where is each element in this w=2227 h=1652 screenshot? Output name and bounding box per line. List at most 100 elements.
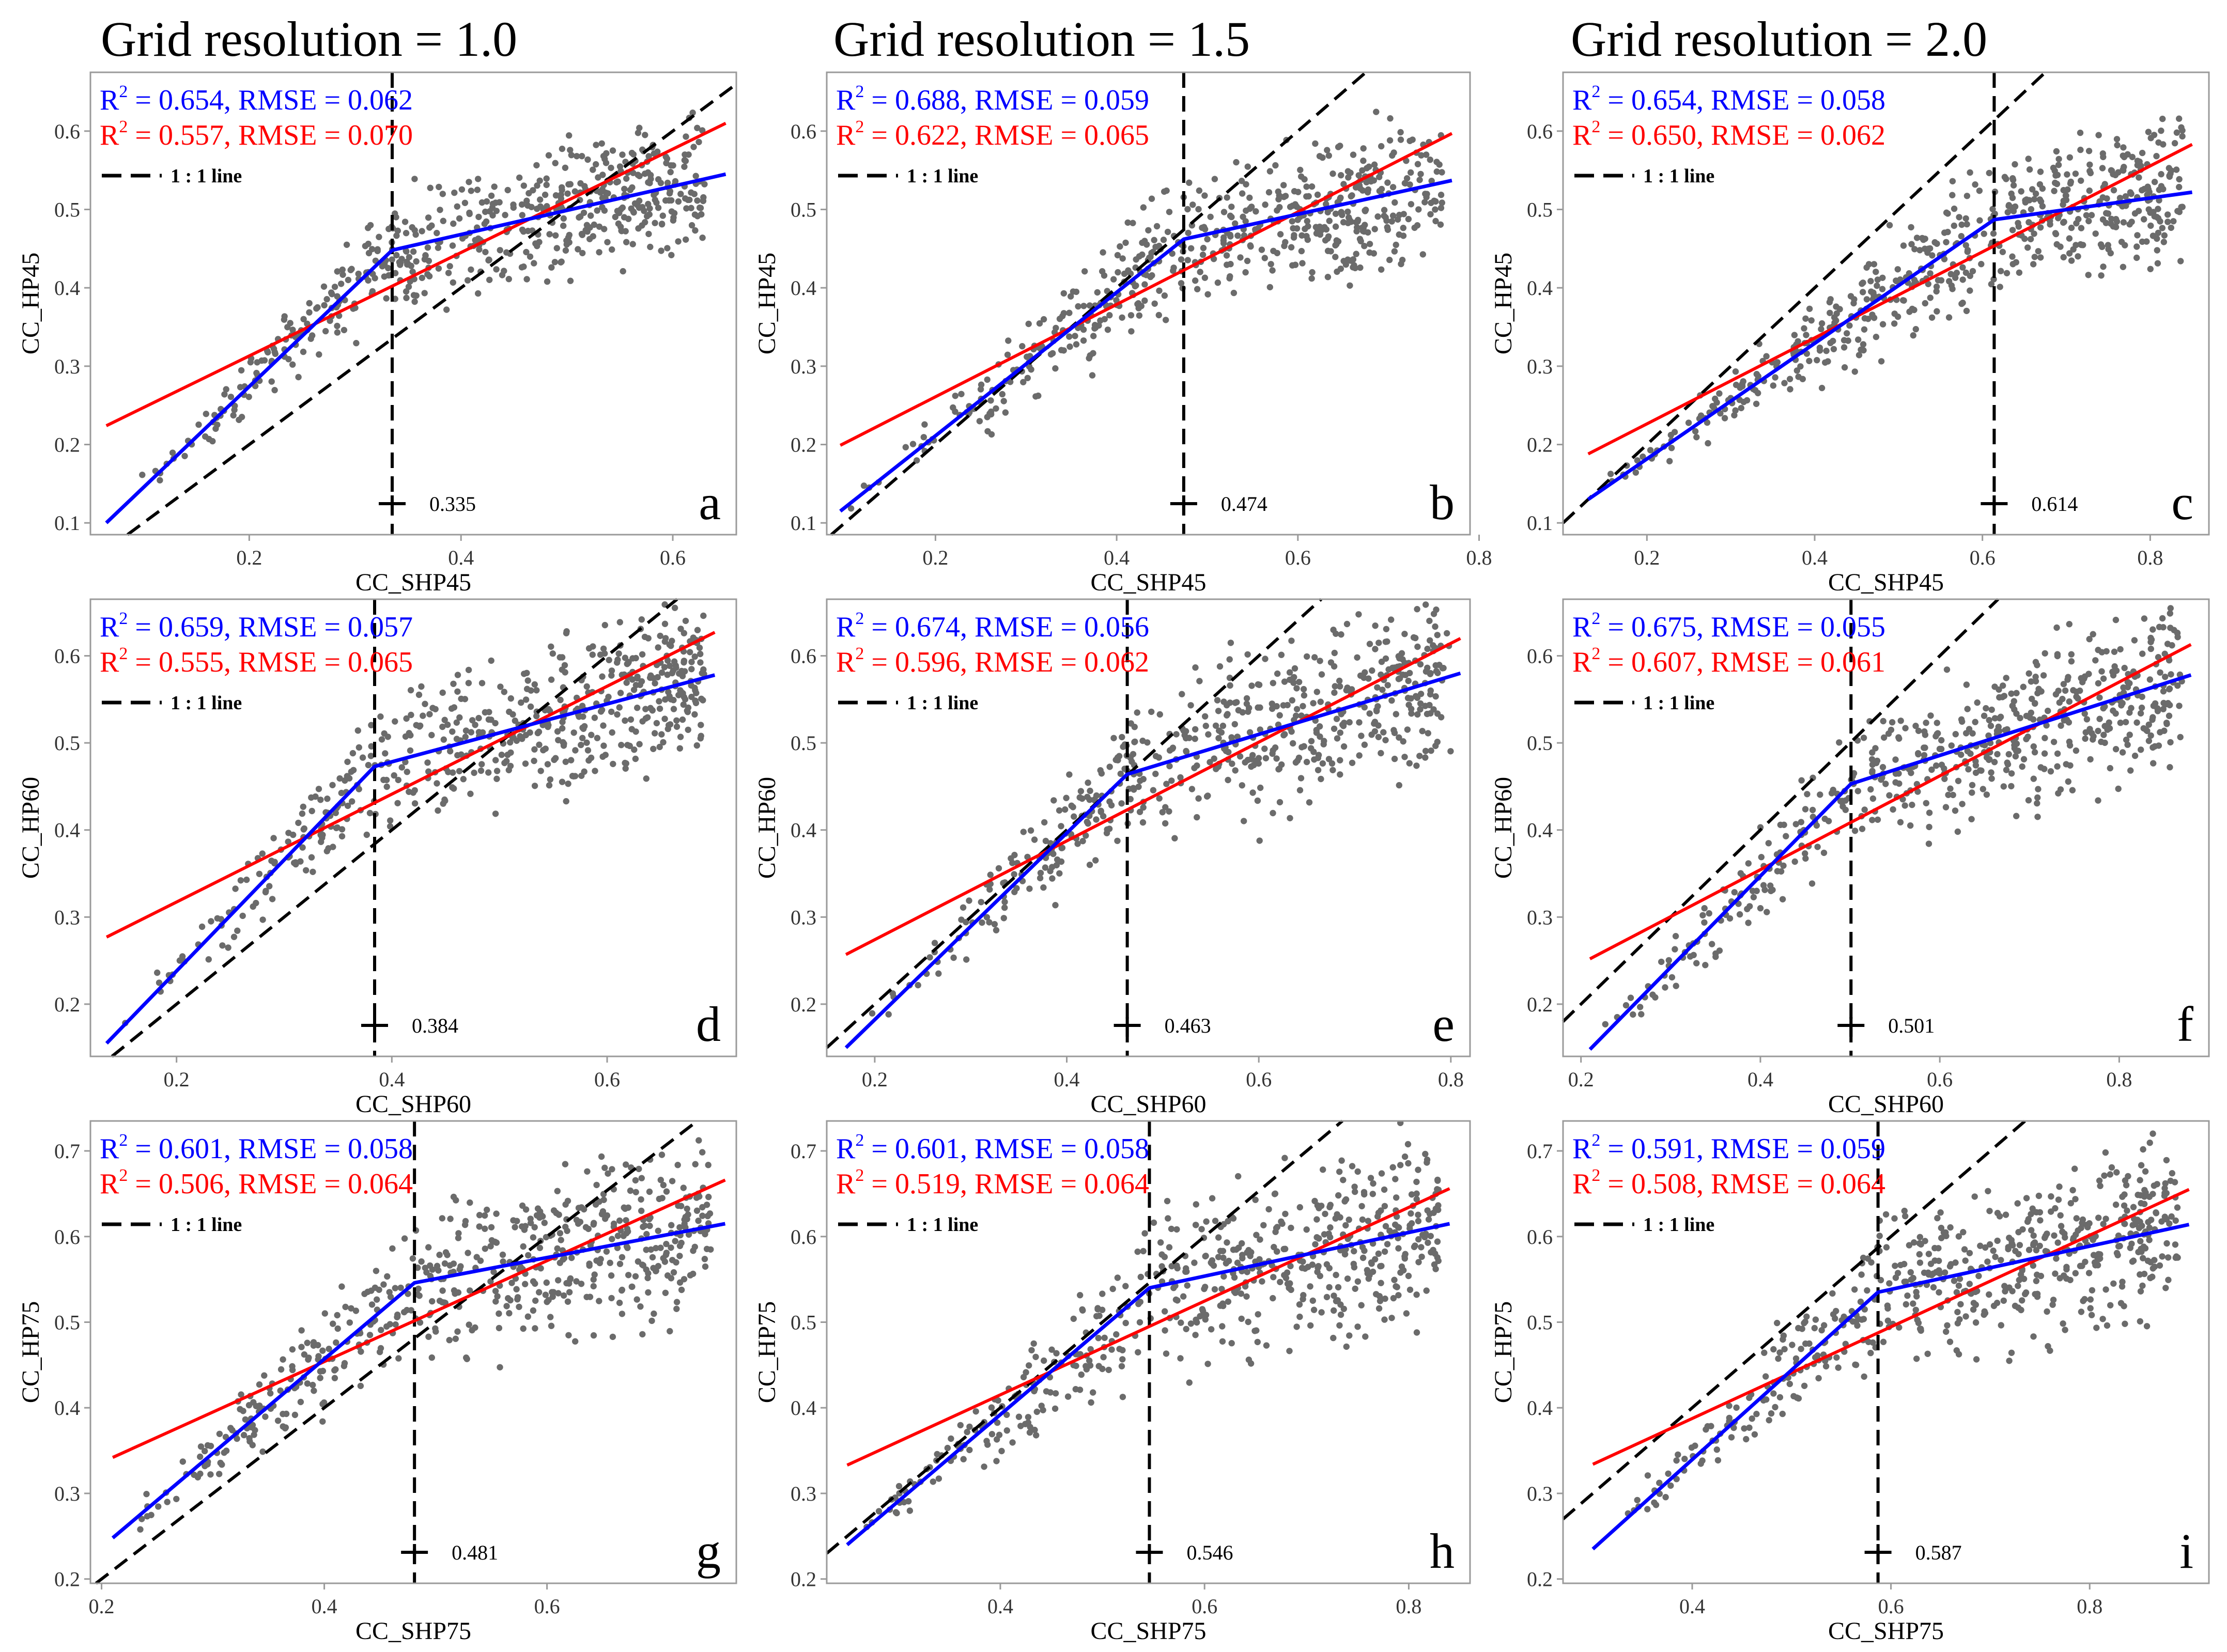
- data-point: [1305, 193, 1312, 200]
- y-axis-label: CC_HP75: [17, 1301, 44, 1403]
- data-point: [700, 194, 707, 201]
- data-point: [446, 1337, 453, 1344]
- data-point: [1386, 1227, 1393, 1234]
- data-point: [1974, 699, 1981, 706]
- data-point: [513, 1286, 520, 1292]
- data-point: [623, 175, 630, 182]
- data-point: [1873, 334, 1880, 340]
- data-point: [1351, 1183, 1358, 1190]
- data-point: [2179, 133, 2186, 140]
- data-point: [452, 1335, 459, 1342]
- data-point: [1359, 1254, 1367, 1261]
- data-point: [1273, 1248, 1280, 1255]
- data-point: [572, 747, 579, 754]
- x-tick-label: 0.4: [1104, 546, 1130, 569]
- data-point: [1821, 815, 1828, 822]
- data-point: [2053, 148, 2060, 155]
- data-point: [988, 1404, 995, 1411]
- data-point: [1183, 749, 1190, 755]
- data-point: [570, 729, 577, 736]
- data-point: [382, 750, 389, 757]
- data-point: [1685, 419, 1692, 426]
- panel-c: 0.2 0.4 0.6 0.80.10.20.30.40.50.6CC_SHP45CC…: [1490, 71, 2210, 596]
- data-point: [2173, 129, 2180, 136]
- data-point: [2000, 682, 2006, 689]
- data-point: [2020, 756, 2028, 762]
- data-point: [1335, 1284, 1342, 1291]
- data-point: [2162, 1180, 2169, 1187]
- data-point: [1702, 962, 1709, 969]
- data-point: [1988, 706, 1995, 713]
- data-point: [1954, 828, 1961, 835]
- data-point: [380, 1281, 387, 1288]
- data-point: [473, 1254, 480, 1260]
- data-point: [1219, 722, 1227, 729]
- data-point: [2159, 225, 2166, 231]
- data-point: [1706, 910, 1712, 917]
- data-point: [603, 1248, 610, 1255]
- x-axis-label: CC_SHP75: [355, 1617, 471, 1645]
- data-point: [1878, 776, 1884, 783]
- data-point: [1255, 755, 1262, 761]
- data-point: [921, 421, 928, 428]
- linear-fit-line: [1587, 143, 2193, 456]
- data-point: [1644, 1506, 1651, 1513]
- data-point: [393, 252, 400, 259]
- data-point: [1438, 714, 1445, 721]
- data-point: [1293, 204, 1300, 210]
- data-point: [1148, 195, 1155, 202]
- stats-values: = 0.674, RMSE = 0.056: [871, 611, 1149, 643]
- data-point: [297, 1398, 304, 1406]
- data-point: [531, 746, 538, 753]
- data-point: [1851, 828, 1859, 834]
- data-point: [647, 172, 654, 179]
- data-point: [1753, 400, 1760, 407]
- data-point: [697, 735, 704, 742]
- data-point: [1901, 1207, 1908, 1214]
- data-point: [1294, 216, 1301, 223]
- data-point: [1327, 248, 1334, 255]
- y-tick-label: 0.4: [54, 276, 80, 300]
- data-point: [424, 244, 431, 251]
- data-point: [1668, 974, 1676, 981]
- linear-fit-line: [105, 631, 716, 939]
- data-point: [566, 1289, 573, 1296]
- data-point: [1141, 297, 1148, 304]
- data-point: [1248, 204, 1255, 210]
- data-point: [1332, 210, 1339, 217]
- data-point: [506, 1310, 513, 1317]
- data-point: [1958, 300, 1965, 307]
- data-point: [1892, 770, 1899, 777]
- data-point: [1090, 1389, 1096, 1396]
- data-point: [445, 270, 452, 276]
- data-point: [669, 1178, 676, 1185]
- data-point: [401, 1235, 408, 1242]
- data-point: [368, 743, 375, 750]
- data-point: [1273, 755, 1280, 762]
- data-point: [2146, 1224, 2153, 1231]
- data-point: [530, 1278, 537, 1285]
- data-point: [658, 247, 664, 254]
- data-point: [1404, 1141, 1412, 1148]
- data-point: [1200, 244, 1207, 252]
- data-point: [1701, 905, 1708, 912]
- data-point: [256, 870, 263, 878]
- data-point: [1401, 631, 1408, 637]
- data-point: [534, 729, 542, 737]
- data-point: [209, 438, 216, 445]
- data-point: [1162, 820, 1169, 827]
- data-point: [1256, 837, 1263, 844]
- data-point: [577, 213, 584, 220]
- data-point: [1690, 952, 1697, 959]
- data-point: [1243, 695, 1250, 702]
- data-point: [2071, 1165, 2078, 1172]
- data-point: [1166, 209, 1173, 215]
- data-point: [324, 796, 331, 802]
- data-point: [1358, 733, 1365, 739]
- data-point: [1355, 216, 1362, 223]
- data-point: [2171, 627, 2177, 633]
- data-point: [1235, 1173, 1242, 1180]
- data-point: [1337, 771, 1343, 778]
- data-point: [537, 1265, 544, 1272]
- data-point: [1373, 707, 1380, 713]
